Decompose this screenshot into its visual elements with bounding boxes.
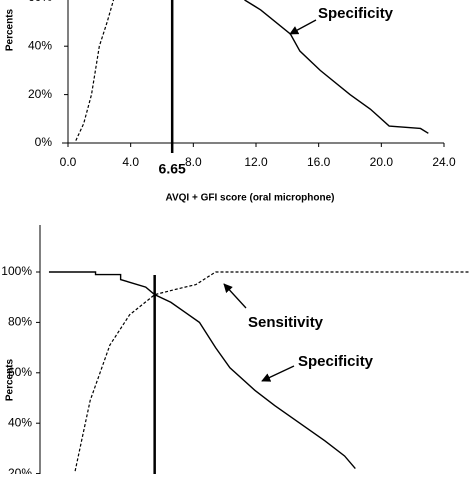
y-tick-label: 0%	[35, 135, 53, 149]
x-tick-label: 20.0	[370, 155, 394, 169]
line-solid	[48, 271, 356, 470]
y-tick-label: 20%	[8, 466, 32, 474]
y-axis-label: Percents	[5, 8, 16, 51]
x-tick-label: 0.0	[60, 155, 77, 169]
y-tick-label: 80%	[8, 315, 32, 329]
x-tick-label: 12.0	[244, 155, 268, 169]
x-axis-label: AVQI + GFI score (oral microphone)	[165, 193, 334, 204]
y-tick-label: 60%	[28, 0, 52, 4]
annotation: Specificity	[298, 353, 374, 370]
annotation-arrow	[261, 365, 295, 382]
y-tick-label: 100%	[1, 264, 32, 278]
annotation-arrow	[289, 19, 317, 35]
line-solid	[244, 0, 429, 134]
x-tick-label: 8.0	[185, 155, 202, 169]
y-tick-label: 60%	[8, 365, 32, 379]
annotation-arrow	[223, 283, 247, 309]
x-tick-label: 4.0	[122, 155, 139, 169]
y-axis-label: Percents	[5, 358, 16, 401]
annotation: Specificity	[318, 5, 394, 22]
y-tick-label: 40%	[8, 415, 32, 429]
x-tick-label: 24.0	[432, 155, 456, 169]
cutoff-label: 6.65	[159, 161, 186, 177]
x-tick-label: 16.0	[307, 155, 331, 169]
y-tick-label: 20%	[28, 87, 52, 101]
line-dashed	[75, 0, 115, 141]
y-tick-label: 40%	[28, 38, 52, 52]
line-dashed	[74, 271, 470, 472]
annotation: Sensitivity	[248, 314, 324, 331]
